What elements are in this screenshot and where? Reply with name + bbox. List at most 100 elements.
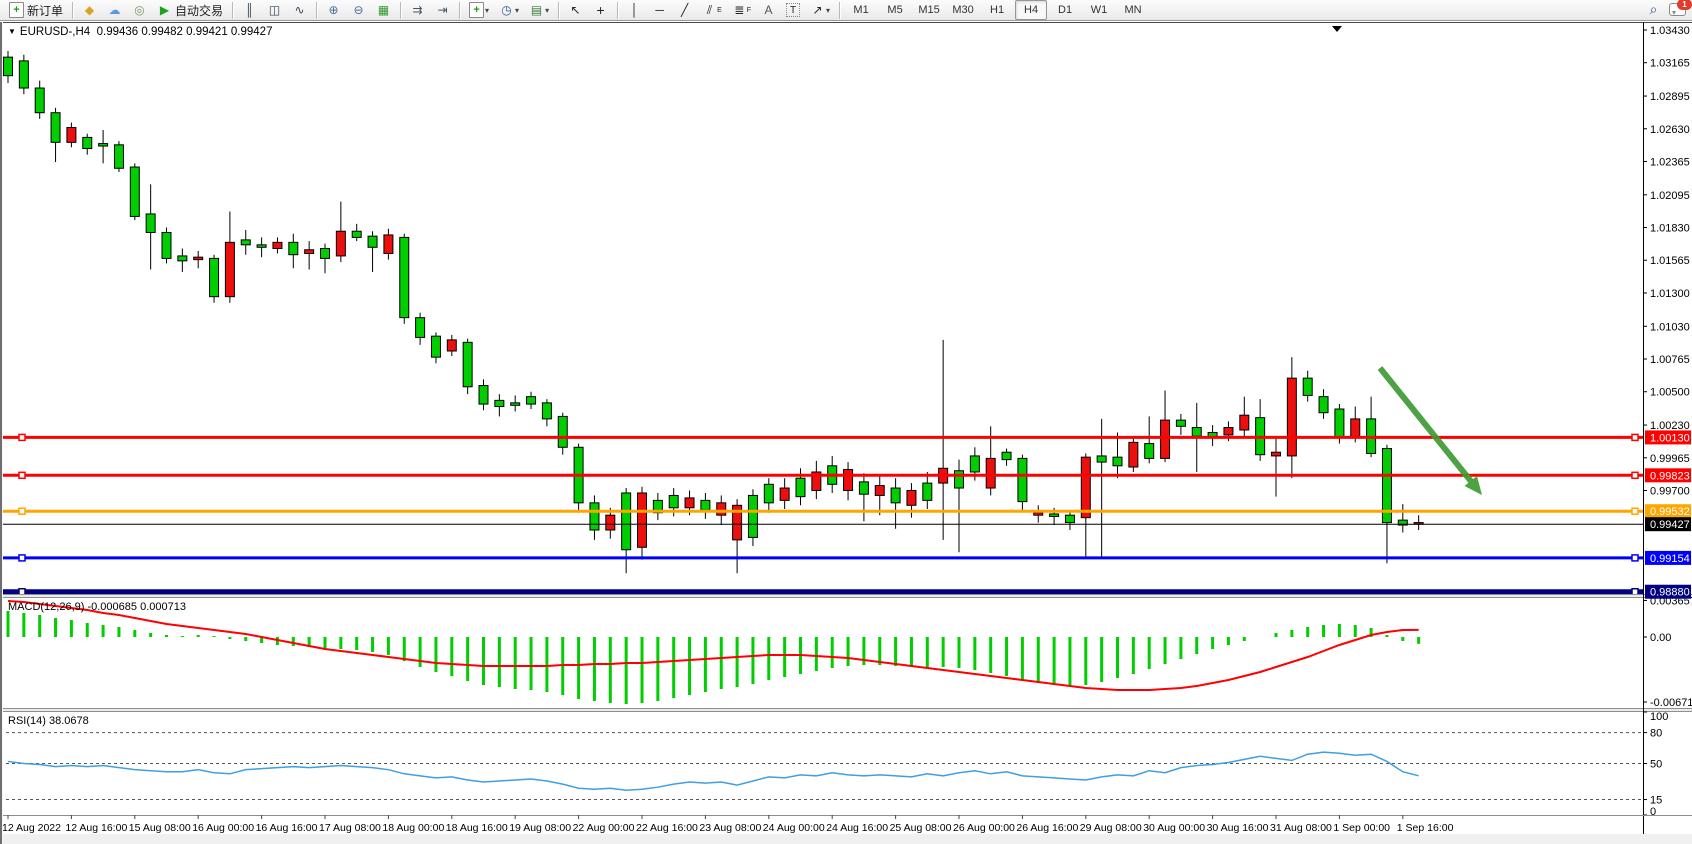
price-axis[interactable]: 1.03430 1.03165 1.02895 1.02630 1.02365 1.020… [1643, 22, 1692, 834]
price-level-box [1645, 550, 1691, 565]
tab-timeframe-m1[interactable]: M1 [853, 4, 869, 16]
cursor-icon: ↖ [570, 2, 581, 17]
price-tick-label: 1.01300 [1650, 288, 1690, 300]
time-tick-label: 30 Aug 16:00 [1207, 822, 1269, 834]
horizontal-line-button[interactable]: ─ [648, 0, 671, 20]
tab-timeframe-mn[interactable]: MN [1124, 4, 1142, 16]
price-level-box [1645, 584, 1691, 599]
line-anchor-handle [1631, 433, 1639, 442]
price-tick-label: 1.00765 [1650, 354, 1690, 366]
rsi-tick-label: 100 [1650, 711, 1668, 723]
zoom-out-button[interactable]: ⊖ [347, 0, 370, 20]
chat-icon[interactable]: 1 [1669, 0, 1692, 16]
time-tick-label: 18 Aug 00:00 [382, 822, 444, 834]
price-tick-label: 1.02365 [1650, 156, 1690, 168]
line-anchor-handle [18, 433, 26, 442]
time-tick-label: 22 Aug 00:00 [573, 822, 635, 834]
templates-button[interactable]: ▤ ▾ [525, 0, 553, 20]
channel-button[interactable]: ⫽ E [698, 0, 726, 20]
candles-layer [3, 50, 1424, 574]
autoscroll-button[interactable]: ⇉ [406, 0, 429, 20]
chart-shift-icon: ⇥ [437, 2, 448, 17]
scroll-end-marker-icon[interactable] [1332, 26, 1342, 32]
fibonacci-button[interactable]: ≣ F [728, 0, 755, 20]
rsi-line [7, 751, 1419, 792]
toolbar-separator [232, 1, 234, 19]
time-axis[interactable]: 12 Aug 2022 12 Aug 16:00 15 Aug 08:00 16 Au… [0, 815, 1692, 834]
time-tick-label: 17 Aug 08:00 [319, 822, 381, 834]
text-button[interactable]: A [757, 0, 780, 20]
chart-shift-button[interactable]: ⇥ [431, 0, 454, 20]
market-button[interactable]: ◆ [78, 0, 101, 20]
indicators-button[interactable]: + ▾ [465, 0, 493, 20]
toolbar-separator [558, 1, 560, 19]
price-tick-label: 1.01830 [1650, 223, 1690, 235]
time-tick-label: 1 Sep 00:00 [1333, 822, 1390, 834]
chevron-down-icon: ▾ [826, 5, 831, 15]
time-tick-label: 1 Sep 16:00 [1397, 822, 1454, 834]
trend-arrow[interactable] [1377, 366, 1482, 495]
signals-button[interactable]: ◎ [128, 0, 151, 20]
price-tick-label: 1.00500 [1650, 387, 1690, 399]
price-tick-label: 1.03165 [1650, 58, 1690, 70]
text-label-button[interactable]: T [782, 0, 804, 20]
tab-timeframe-d1[interactable]: D1 [1058, 4, 1073, 16]
price-level-label: 0.99154 [1650, 553, 1690, 565]
horizontal-level-lines[interactable] [0, 433, 1643, 596]
tab-timeframe-m15[interactable]: M15 [918, 4, 940, 16]
tab-timeframe-w1[interactable]: W1 [1090, 4, 1108, 16]
zoom-in-icon: ⊕ [328, 2, 339, 17]
vertical-line-button[interactable]: │ [623, 0, 646, 20]
trendline-icon: ╱ [680, 2, 689, 17]
zoom-in-button[interactable]: ⊕ [322, 0, 345, 20]
rsi-tick-label: 80 [1650, 728, 1662, 740]
horizontal-line-icon: ─ [655, 2, 664, 17]
autotrading-button[interactable]: ▶ 自动交易 [153, 0, 227, 20]
periods-button[interactable]: ◷ ▾ [495, 0, 523, 20]
price-level-box [1645, 517, 1691, 532]
search-icon[interactable]: ⌕ [1649, 1, 1658, 17]
time-tick-label: 12 Aug 2022 [2, 822, 61, 834]
new-order-label: 新订单 [27, 3, 64, 18]
toolbar-separator [617, 1, 619, 19]
cursor-button[interactable]: ↖ [564, 0, 587, 20]
price-tick-label: 0.99700 [1650, 485, 1690, 497]
line-anchor-handle [18, 471, 26, 480]
time-tick-label: 24 Aug 00:00 [763, 822, 825, 834]
chart-canvas[interactable]: 1.03430 1.03165 1.02895 1.02630 1.02365 1.020… [0, 22, 1692, 844]
bar-chart-button[interactable]: ║ [238, 0, 261, 20]
tab-timeframe-h1[interactable]: H1 [990, 4, 1005, 16]
candle-chart-button[interactable]: ◫ [263, 0, 286, 20]
text-icon: A [764, 2, 773, 17]
price-tick-label: 1.02895 [1650, 91, 1690, 103]
chevron-down-icon: ▾ [485, 5, 490, 15]
time-tick-label: 24 Aug 16:00 [826, 822, 888, 834]
tab-timeframe-m5[interactable]: M5 [887, 4, 903, 16]
line-anchor-handle [1631, 554, 1639, 562]
crosshair-button[interactable]: + [589, 0, 612, 20]
tab-timeframe-h4[interactable]: H4 [1015, 0, 1048, 20]
time-tick-label: 30 Aug 00:00 [1143, 822, 1205, 834]
line-anchor-handle [1631, 587, 1639, 596]
time-tick-label: 31 Aug 08:00 [1270, 822, 1332, 834]
price-tick-label: 1.02095 [1650, 190, 1690, 202]
tab-timeframe-m30[interactable]: M30 [952, 4, 974, 16]
price-level-label: 1.00130 [1650, 432, 1690, 444]
line-anchor-handle [1631, 471, 1639, 480]
price-level-label: 0.99532 [1650, 506, 1690, 518]
toolbar-separator [839, 1, 841, 19]
toolbar-separator [316, 1, 318, 19]
new-order-button[interactable]: + 新订单 [5, 0, 67, 20]
profile-button[interactable]: ☁ [103, 0, 126, 20]
chevron-down-icon: ▾ [515, 5, 520, 15]
time-tick-label: 23 Aug 08:00 [699, 822, 761, 834]
trendline-button[interactable]: ╱ [673, 0, 696, 20]
clock-icon: ◷ [501, 2, 512, 17]
price-tick-label: 1.03430 [1650, 25, 1690, 37]
vertical-line-icon: │ [630, 2, 639, 17]
arrows-tool-button[interactable]: ↗ ▾ [806, 0, 834, 20]
tile-windows-button[interactable]: ▦ [372, 0, 395, 20]
line-chart-button[interactable]: ∿ [288, 0, 311, 20]
time-tick-label: 16 Aug 00:00 [192, 822, 254, 834]
candle-chart-icon: ◫ [268, 2, 281, 17]
